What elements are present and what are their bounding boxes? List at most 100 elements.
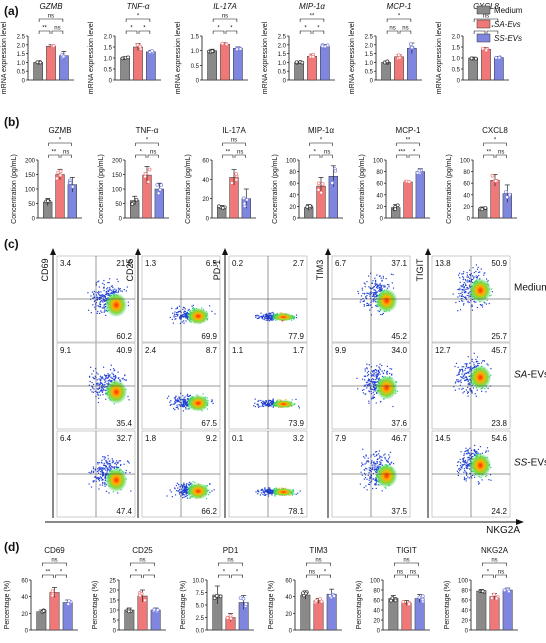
flow-event bbox=[479, 271, 481, 273]
flow-event bbox=[471, 309, 474, 311]
chart-title: GZMB bbox=[39, 2, 63, 11]
flow-event bbox=[366, 478, 368, 480]
panel-c: CD69 3.4 21.960.29.1 40.935.46.4 32.747.4CD2… bbox=[40, 248, 546, 525]
flow-event bbox=[267, 493, 269, 495]
flow-event bbox=[267, 319, 270, 321]
flow-event bbox=[485, 278, 488, 280]
flow-event bbox=[473, 449, 476, 451]
data-point bbox=[221, 206, 225, 210]
quadrant-upper-left-value: 1.3 bbox=[145, 259, 157, 268]
flow-event bbox=[461, 464, 464, 466]
flow-event bbox=[374, 277, 376, 279]
flow-event bbox=[373, 387, 376, 389]
quadrant-lower-right-value: 78.1 bbox=[288, 507, 304, 516]
bar-sa-evs bbox=[55, 174, 65, 219]
flow-event bbox=[372, 378, 374, 380]
flow-event bbox=[185, 487, 187, 489]
flow-event bbox=[106, 377, 108, 379]
flow-event bbox=[366, 297, 368, 300]
flow-event bbox=[375, 478, 377, 481]
flow-event bbox=[364, 283, 366, 285]
flow-event bbox=[373, 381, 376, 383]
flow-event bbox=[103, 294, 105, 297]
flow-event bbox=[383, 454, 385, 456]
flow-event bbox=[471, 477, 473, 479]
flow-event bbox=[462, 296, 464, 298]
flow-event bbox=[177, 400, 179, 402]
flow-event bbox=[366, 468, 368, 470]
flow-event bbox=[374, 451, 377, 453]
flow-event bbox=[468, 458, 470, 461]
flow-event bbox=[272, 399, 274, 401]
flow-event bbox=[181, 484, 183, 486]
quadrant-upper-right-value: 1.7 bbox=[293, 346, 305, 355]
bar-ss-evs bbox=[62, 602, 73, 631]
y-tick-label: 20 bbox=[373, 619, 380, 625]
flow-event bbox=[467, 465, 469, 467]
flow-event bbox=[270, 314, 272, 316]
bar-medium bbox=[294, 62, 304, 81]
flow-event bbox=[261, 405, 263, 407]
y-tick-label: 40 bbox=[463, 193, 470, 199]
flow-event bbox=[458, 461, 460, 463]
significance-bracket bbox=[212, 18, 238, 22]
flow-event bbox=[105, 460, 107, 462]
flow-event bbox=[465, 378, 468, 381]
flow-event bbox=[263, 401, 265, 404]
flow-event bbox=[175, 308, 177, 310]
significance-label: * bbox=[223, 570, 226, 576]
flow-event bbox=[92, 370, 95, 372]
flow-event bbox=[466, 474, 468, 476]
flow-event bbox=[98, 387, 101, 390]
flow-event bbox=[176, 315, 179, 317]
flow-event bbox=[114, 375, 117, 377]
significance-label: ns bbox=[403, 558, 409, 564]
flow-event bbox=[465, 389, 467, 391]
flow-event bbox=[384, 286, 386, 288]
flow-event bbox=[390, 368, 393, 370]
flow-event bbox=[470, 273, 472, 275]
flow-event bbox=[473, 301, 475, 303]
flow-event bbox=[466, 465, 468, 467]
flow-event bbox=[457, 274, 460, 276]
flow-event bbox=[369, 384, 371, 386]
flow-event bbox=[381, 280, 383, 282]
y-axis-arrow bbox=[325, 248, 331, 255]
flow-event bbox=[476, 276, 479, 278]
flow-event bbox=[262, 404, 264, 406]
flow-density-hotspot bbox=[375, 463, 398, 488]
flow-event bbox=[380, 288, 382, 290]
flow-event bbox=[377, 372, 379, 375]
significance-bracket bbox=[482, 562, 507, 566]
flow-event bbox=[110, 467, 112, 469]
data-point bbox=[311, 54, 316, 59]
flow-event bbox=[97, 391, 99, 394]
significance-label: * bbox=[146, 138, 149, 144]
flow-event bbox=[379, 284, 381, 286]
flow-event bbox=[487, 280, 489, 282]
flow-event bbox=[461, 368, 463, 370]
flow-event bbox=[371, 374, 373, 376]
flow-event bbox=[371, 479, 373, 481]
flow-event bbox=[101, 470, 104, 472]
flow-event bbox=[125, 469, 127, 472]
flow-event bbox=[265, 490, 267, 492]
flow-event bbox=[187, 309, 189, 311]
significance-label: ns bbox=[324, 150, 330, 156]
flow-event bbox=[101, 467, 103, 469]
flow-event bbox=[360, 471, 362, 473]
quadrant-lower-right-value: 67.5 bbox=[201, 419, 217, 428]
flow-event bbox=[105, 290, 107, 293]
flow-event bbox=[368, 402, 370, 404]
flow-event bbox=[471, 358, 473, 360]
flow-event bbox=[206, 485, 208, 487]
flow-event bbox=[100, 376, 102, 379]
significance-bracket bbox=[396, 142, 420, 146]
flow-event bbox=[186, 395, 188, 397]
flow-event bbox=[96, 476, 98, 479]
flow-event bbox=[178, 493, 181, 495]
flow-event bbox=[108, 292, 110, 295]
flow-event bbox=[116, 460, 118, 462]
